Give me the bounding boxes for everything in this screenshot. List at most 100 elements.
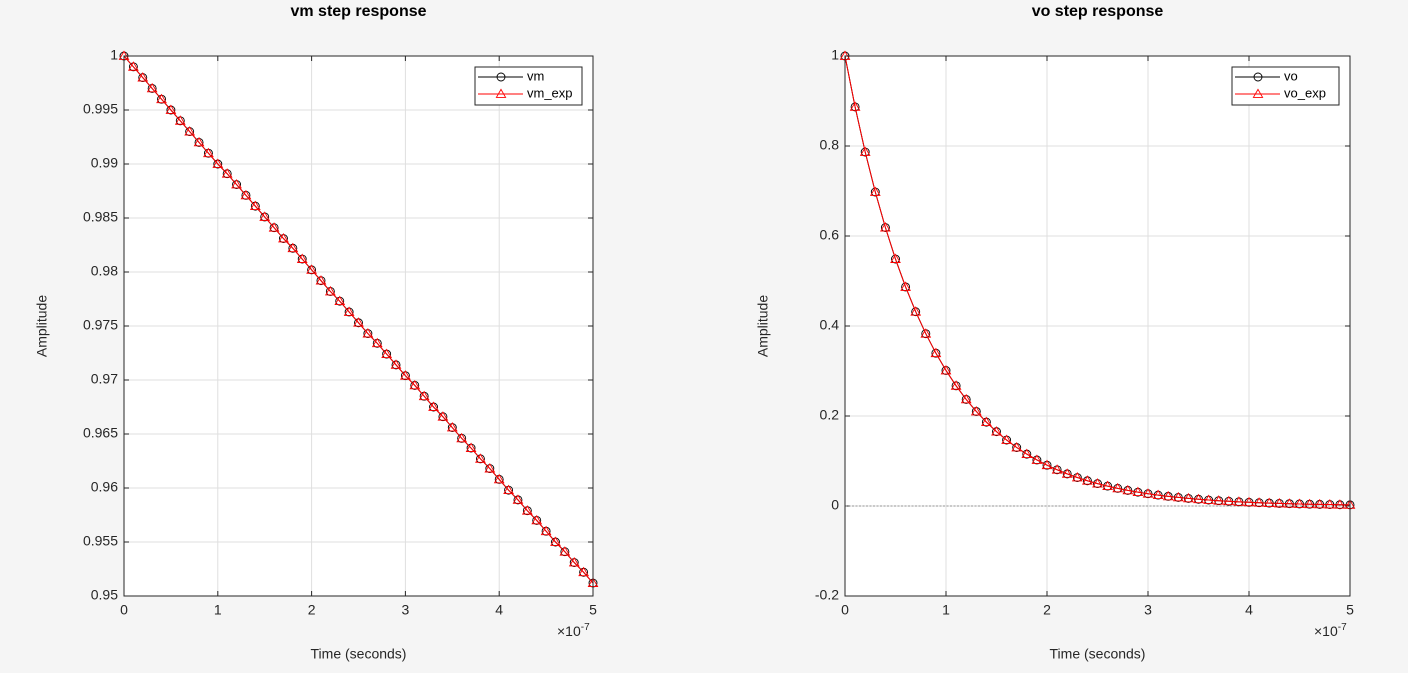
triangle-marker: [930, 347, 942, 358]
y-tick-label: 0.2: [820, 407, 840, 423]
triangle-marker: [512, 494, 524, 504]
triangle-marker: [409, 379, 421, 390]
triangle-marker: [578, 566, 589, 577]
triangle-marker: [1172, 491, 1184, 502]
legend-label: vm: [527, 68, 544, 83]
triangle-marker: [1112, 482, 1124, 493]
x-tick-label: 1: [214, 602, 222, 618]
triangle-marker: [381, 348, 393, 358]
chart-title: vm step response: [290, 3, 426, 20]
triangle-marker: [1252, 88, 1264, 98]
exponent-base: ×10: [1314, 623, 1338, 639]
triangle-marker: [1334, 499, 1346, 509]
triangle-marker: [212, 158, 224, 168]
triangle-marker: [249, 200, 261, 211]
x-axis-label: Time (seconds): [1050, 646, 1146, 662]
legend-label: vo_exp: [1284, 85, 1326, 100]
triangle-marker: [981, 416, 992, 427]
exponent-power: -7: [581, 622, 590, 633]
triangle-marker: [184, 126, 196, 136]
triangle-marker: [1082, 475, 1093, 485]
triangle-marker: [240, 189, 252, 200]
triangle-marker: [437, 411, 449, 421]
triangle-marker: [484, 463, 496, 473]
triangle-marker: [390, 359, 402, 369]
y-tick-label: -0.2: [815, 587, 839, 603]
triangle-marker: [221, 168, 233, 178]
triangle-marker: [531, 514, 543, 525]
triangle-marker: [1233, 496, 1245, 506]
x-tick-label: 4: [1245, 602, 1253, 618]
triangle-marker: [371, 337, 383, 348]
triangle-marker: [1051, 464, 1063, 474]
triangle-marker: [193, 136, 205, 147]
triangle-marker: [890, 253, 901, 263]
triangle-marker: [910, 306, 922, 316]
y-tick-label: 1: [110, 47, 118, 63]
triangle-marker: [1132, 486, 1144, 497]
triangle-marker: [1183, 492, 1194, 503]
triangle-marker: [231, 179, 242, 189]
triangle-marker: [991, 426, 1002, 436]
triangle-marker: [278, 233, 289, 243]
triangle-marker: [495, 88, 507, 98]
triangle-marker: [1092, 478, 1103, 488]
triangle-marker: [428, 401, 439, 411]
triangle-marker: [1142, 488, 1154, 498]
y-axis-label: Amplitude: [755, 295, 771, 357]
triangle-marker: [324, 285, 336, 296]
triangle-marker: [315, 275, 327, 285]
triangle-marker: [400, 370, 411, 380]
triangle-marker: [456, 432, 468, 443]
y-tick-label: 0.97: [91, 371, 118, 387]
legend-box: [474, 66, 583, 106]
triangle-marker: [343, 306, 355, 316]
triangle-marker: [1324, 499, 1336, 509]
triangle-marker: [174, 115, 186, 125]
triangle-marker: [259, 211, 271, 221]
triangle-marker: [1243, 496, 1255, 507]
plot-area: [118, 50, 599, 588]
y-tick-label: 0.995: [83, 101, 118, 117]
triangle-marker: [1213, 495, 1225, 505]
exponent-base: ×10: [557, 623, 581, 639]
triangle-marker: [1263, 497, 1275, 507]
plot-area: [839, 50, 1356, 510]
triangle-marker: [475, 453, 486, 463]
x-tick-label: 2: [1043, 602, 1051, 618]
y-tick-label: 0.4: [820, 317, 840, 333]
triangle-marker: [1162, 490, 1174, 501]
x-tick-label: 3: [402, 602, 410, 618]
x-tick-label: 1: [942, 602, 950, 618]
x-axis-label: Time (seconds): [311, 646, 407, 662]
x-tick-label: 0: [120, 602, 128, 618]
triangle-marker: [287, 242, 299, 253]
triangle-marker: [1284, 498, 1295, 508]
triangle-marker: [1203, 494, 1214, 504]
legend-label: vo: [1284, 68, 1298, 83]
triangle-marker: [493, 473, 505, 484]
triangle-marker: [1193, 493, 1204, 504]
triangle-marker: [1041, 459, 1053, 470]
triangle-marker: [521, 505, 533, 515]
triangle-marker: [970, 405, 982, 416]
triangle-marker: [960, 393, 972, 404]
y-axis-label: Amplitude: [34, 295, 50, 357]
triangle-marker: [418, 390, 430, 401]
triangle-marker: [128, 61, 139, 71]
y-tick-label: 0.96: [91, 479, 118, 495]
triangle-marker: [137, 72, 149, 82]
x-tick-label: 3: [1144, 602, 1152, 618]
legend-box: [1231, 66, 1340, 106]
triangle-marker: [1294, 498, 1305, 508]
triangle-marker: [1122, 484, 1134, 495]
triangle-marker: [940, 364, 952, 375]
y-tick-label: 0.955: [83, 533, 118, 549]
triangle-marker: [353, 317, 364, 327]
triangle-marker: [920, 328, 932, 338]
triangle-marker: [503, 484, 514, 495]
series-line: [844, 55, 1351, 506]
x-tick-label: 0: [841, 602, 849, 618]
y-tick-label: 0: [831, 497, 839, 513]
